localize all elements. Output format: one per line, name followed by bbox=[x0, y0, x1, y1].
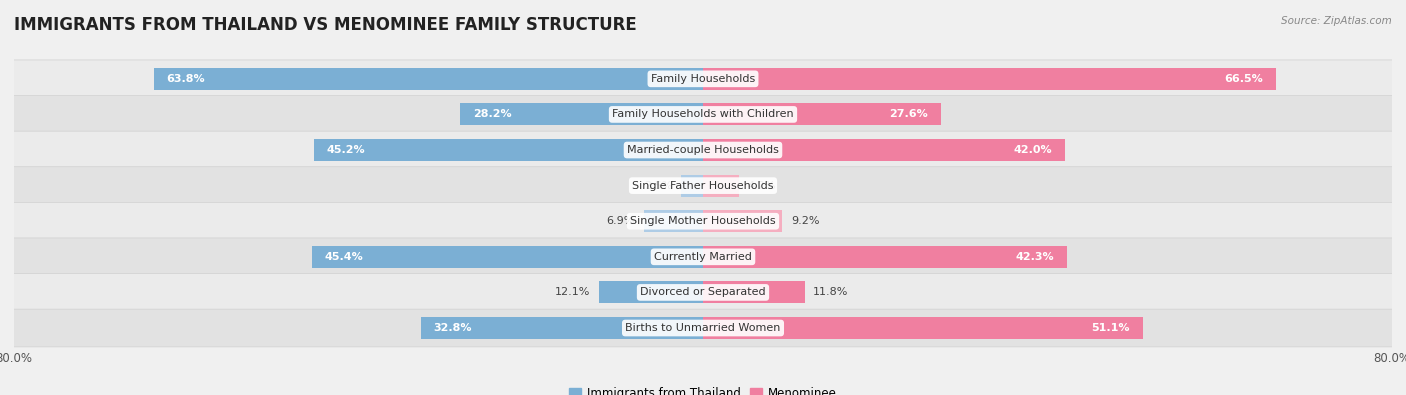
FancyBboxPatch shape bbox=[0, 60, 1406, 98]
Bar bbox=[312, 246, 703, 268]
Text: 63.8%: 63.8% bbox=[166, 74, 205, 84]
Bar bbox=[460, 103, 703, 126]
Text: 45.2%: 45.2% bbox=[326, 145, 366, 155]
Bar bbox=[314, 139, 703, 161]
Text: 45.4%: 45.4% bbox=[325, 252, 364, 262]
Text: 9.2%: 9.2% bbox=[790, 216, 820, 226]
FancyBboxPatch shape bbox=[0, 131, 1406, 169]
Bar bbox=[703, 246, 1067, 268]
Text: Married-couple Households: Married-couple Households bbox=[627, 145, 779, 155]
Text: 32.8%: 32.8% bbox=[433, 323, 472, 333]
Bar bbox=[703, 68, 1275, 90]
Bar bbox=[599, 281, 703, 303]
Text: Family Households: Family Households bbox=[651, 74, 755, 84]
Text: 2.5%: 2.5% bbox=[644, 181, 673, 191]
Bar bbox=[682, 175, 703, 197]
Text: Divorced or Separated: Divorced or Separated bbox=[640, 288, 766, 297]
Text: 42.3%: 42.3% bbox=[1015, 252, 1054, 262]
Text: 51.1%: 51.1% bbox=[1091, 323, 1130, 333]
Text: Currently Married: Currently Married bbox=[654, 252, 752, 262]
Bar bbox=[703, 317, 1143, 339]
Text: 11.8%: 11.8% bbox=[813, 288, 849, 297]
Text: 27.6%: 27.6% bbox=[889, 109, 928, 119]
Text: 4.2%: 4.2% bbox=[748, 181, 776, 191]
Legend: Immigrants from Thailand, Menominee: Immigrants from Thailand, Menominee bbox=[564, 383, 842, 395]
Bar bbox=[644, 210, 703, 232]
Bar bbox=[703, 175, 740, 197]
FancyBboxPatch shape bbox=[0, 274, 1406, 311]
Bar bbox=[153, 68, 703, 90]
Text: 12.1%: 12.1% bbox=[555, 288, 591, 297]
Bar bbox=[703, 103, 941, 126]
Text: 6.9%: 6.9% bbox=[606, 216, 636, 226]
Bar bbox=[703, 210, 782, 232]
FancyBboxPatch shape bbox=[0, 309, 1406, 347]
Text: Births to Unmarried Women: Births to Unmarried Women bbox=[626, 323, 780, 333]
FancyBboxPatch shape bbox=[0, 202, 1406, 240]
Bar bbox=[703, 139, 1064, 161]
FancyBboxPatch shape bbox=[0, 96, 1406, 133]
Text: 28.2%: 28.2% bbox=[472, 109, 512, 119]
Text: Source: ZipAtlas.com: Source: ZipAtlas.com bbox=[1281, 16, 1392, 26]
Text: Family Households with Children: Family Households with Children bbox=[612, 109, 794, 119]
FancyBboxPatch shape bbox=[0, 238, 1406, 276]
Bar bbox=[420, 317, 703, 339]
Text: 42.0%: 42.0% bbox=[1014, 145, 1052, 155]
Text: 66.5%: 66.5% bbox=[1225, 74, 1263, 84]
Bar bbox=[703, 281, 804, 303]
FancyBboxPatch shape bbox=[0, 167, 1406, 205]
Text: Single Mother Households: Single Mother Households bbox=[630, 216, 776, 226]
Text: Single Father Households: Single Father Households bbox=[633, 181, 773, 191]
Text: IMMIGRANTS FROM THAILAND VS MENOMINEE FAMILY STRUCTURE: IMMIGRANTS FROM THAILAND VS MENOMINEE FA… bbox=[14, 16, 637, 34]
